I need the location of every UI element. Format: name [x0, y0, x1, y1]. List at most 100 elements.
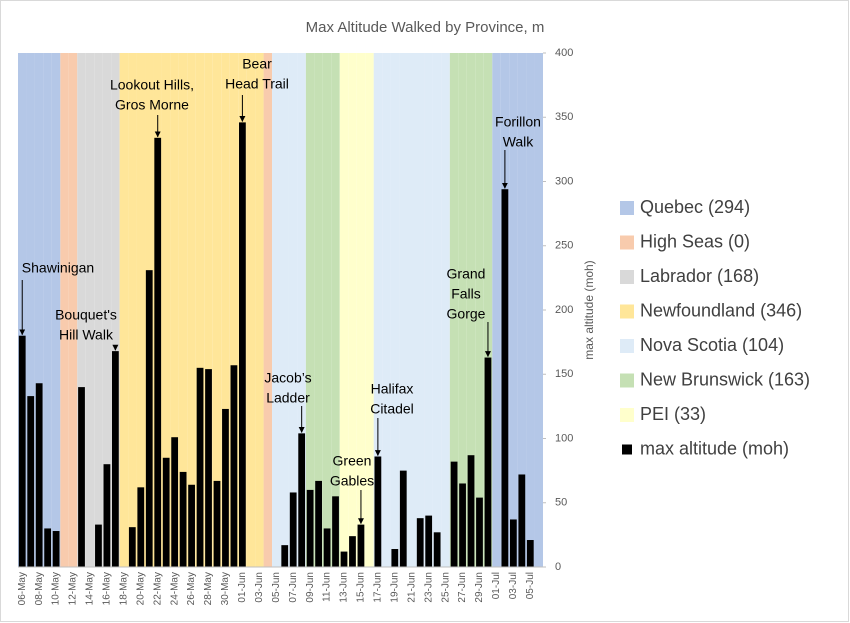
bar	[103, 464, 111, 567]
x-tick-label: 01-Jul	[491, 572, 502, 599]
annotation: Shawinigan	[22, 260, 94, 276]
province-band	[246, 53, 256, 567]
bar	[137, 487, 145, 567]
annotation: Walk	[503, 134, 535, 150]
province-band	[297, 53, 306, 567]
province-band	[102, 53, 112, 567]
legend-swatch	[620, 201, 634, 215]
bar	[518, 474, 526, 567]
province-band	[534, 53, 543, 567]
province-band	[356, 53, 366, 567]
province-band	[94, 53, 103, 567]
province-band	[331, 53, 340, 567]
province-band	[373, 53, 383, 567]
x-tick-label: 01-Jun	[237, 572, 248, 603]
province-band	[407, 53, 416, 567]
province-band	[314, 53, 323, 567]
x-tick-label: 03-Jun	[254, 572, 265, 603]
y2-tick-label: 200	[555, 304, 573, 316]
y2-tick-label: 350	[555, 111, 573, 123]
x-tick-label: 10-May	[51, 572, 62, 605]
legend-swatch	[620, 304, 634, 319]
bar	[526, 540, 534, 567]
legend-label: PEI (33)	[640, 404, 706, 424]
province-band	[432, 53, 442, 567]
annotation: Jacob’s	[264, 370, 311, 386]
legend-label: New Brunswick (163)	[640, 369, 810, 389]
bar	[162, 457, 170, 567]
province-band	[415, 53, 425, 567]
annotation: Falls	[451, 286, 481, 302]
bar	[391, 549, 399, 567]
y2-tick-label: 150	[555, 368, 573, 380]
y2-tick-label: 50	[555, 497, 567, 509]
province-band	[68, 53, 78, 567]
annotation: Head Trail	[225, 76, 289, 92]
x-tick-label: 29-Jun	[474, 572, 485, 603]
y2-tick-label: 400	[555, 47, 573, 59]
province-band	[111, 53, 120, 567]
province-band	[51, 53, 61, 567]
y2-axis-title: max altitude (moh)	[582, 260, 596, 359]
province-band	[136, 53, 146, 567]
province-band	[441, 53, 450, 567]
province-band	[119, 53, 129, 567]
province-band	[382, 53, 391, 567]
bar	[298, 433, 306, 567]
legend-label: High Seas (0)	[640, 231, 750, 251]
bar	[239, 122, 246, 567]
x-tick-label: 18-May	[118, 572, 129, 605]
province-band	[399, 53, 408, 567]
province-band	[322, 53, 332, 567]
province-band	[339, 53, 349, 567]
province-band	[305, 53, 315, 567]
bar	[205, 369, 212, 567]
province-band	[449, 53, 459, 567]
bar	[484, 357, 492, 567]
legend-label: max altitude (moh)	[640, 438, 789, 458]
annotation: Ladder	[266, 390, 310, 406]
province-band	[526, 53, 535, 567]
province-band	[280, 53, 289, 567]
province-band	[34, 53, 44, 567]
province-band	[43, 53, 52, 567]
bar	[171, 437, 179, 567]
bar	[306, 489, 314, 567]
province-band	[85, 53, 95, 567]
annotation: Green	[333, 453, 372, 469]
x-tick-label: 13-Jun	[339, 572, 350, 603]
bar	[44, 528, 52, 567]
province-band	[517, 53, 527, 567]
bar	[332, 496, 339, 567]
bar	[509, 519, 517, 567]
x-tick-label: 05-Jun	[271, 572, 282, 603]
x-tick-label: 07-Jun	[288, 572, 299, 603]
bar	[476, 497, 483, 567]
bar	[416, 518, 424, 567]
bar	[95, 524, 102, 567]
bar	[52, 531, 60, 567]
x-tick-label: 30-May	[220, 572, 231, 605]
province-band	[272, 53, 281, 567]
y2-tick-label: 100	[555, 432, 573, 444]
annotation: Grand	[447, 266, 486, 282]
bar	[154, 137, 162, 567]
bar	[128, 527, 136, 567]
bar	[467, 455, 475, 567]
legend-label: Quebec (294)	[640, 197, 750, 217]
bar	[230, 365, 238, 567]
x-tick-label: 14-May	[85, 572, 96, 605]
legend-swatch	[620, 373, 634, 388]
x-tick-label: 11-Jun	[322, 572, 333, 602]
x-tick-label: 05-Jul	[525, 572, 536, 599]
province-band	[187, 53, 196, 567]
province-band	[229, 53, 239, 567]
annotation: Hill Walk	[59, 327, 114, 343]
bar	[357, 524, 365, 567]
province-band	[458, 53, 467, 567]
province-band	[161, 53, 171, 567]
x-tick-label: 16-May	[102, 572, 113, 605]
legend-label: Labrador (168)	[640, 266, 759, 286]
bar	[222, 408, 229, 567]
